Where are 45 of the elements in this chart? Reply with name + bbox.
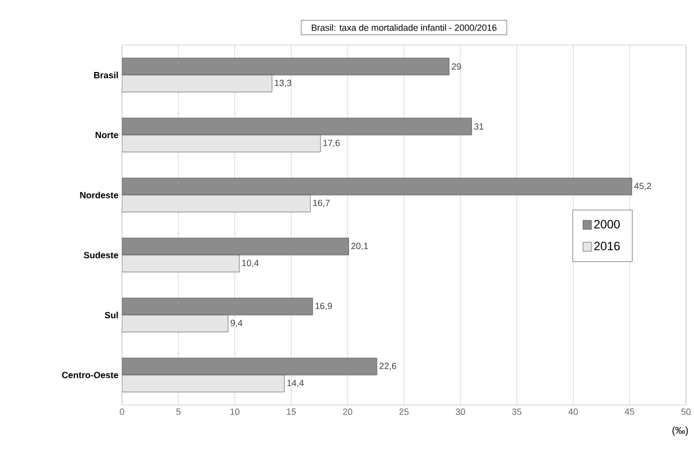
bar [122, 374, 285, 392]
data-label: 9,4 [230, 320, 242, 328]
data-label: 13,3 [274, 80, 292, 88]
data-label: 31 [474, 123, 484, 130]
data-label: 10,4 [242, 260, 259, 268]
x-tick-label: 45 [624, 408, 634, 415]
bar [122, 314, 228, 332]
y-tick-label: Norte [96, 132, 118, 138]
data-label: 17,6 [323, 140, 340, 148]
bar [122, 358, 378, 376]
bar [122, 254, 240, 272]
y-tick-label: Sul [104, 312, 118, 318]
y-tick-label: Centro-Oeste [62, 372, 118, 378]
bar [122, 178, 632, 196]
y-tick-label: Brasil [94, 72, 118, 78]
x-tick-label: 35 [512, 408, 522, 415]
bar [122, 298, 313, 316]
bar [122, 238, 349, 256]
legend-label: 2000 [594, 220, 620, 228]
bar [122, 134, 321, 152]
bar [122, 118, 472, 136]
chart-title: Brasil: taxa de mortalidade infantil - 2000/2016 [312, 24, 496, 31]
data-label: 20,1 [351, 242, 368, 250]
data-label: 16,7 [313, 200, 330, 208]
x-tick-label: 20 [343, 408, 352, 415]
data-label: 29 [452, 63, 461, 70]
bar [122, 194, 311, 212]
y-tick-label: Nordeste [80, 192, 118, 198]
x-tick-label: 0 [120, 408, 124, 415]
x-tick-label: 30 [456, 408, 466, 415]
x-tick-label: 5 [176, 408, 181, 415]
x-tick-label: 40 [568, 408, 578, 415]
data-label: 22,6 [380, 362, 396, 370]
data-label: 45,2 [634, 182, 652, 190]
x-tick-label: 50 [681, 408, 691, 415]
legend-label: 2016 [594, 242, 620, 250]
data-label: 14,4 [287, 380, 304, 388]
bar [122, 58, 450, 76]
x-axis-title: (‰) [672, 426, 688, 436]
data-label: 16,9 [316, 302, 332, 310]
y-tick-label: Sudeste [84, 252, 118, 258]
x-tick-label: 15 [286, 408, 296, 415]
x-tick-label: 10 [230, 408, 240, 415]
x-tick-label: 25 [399, 408, 409, 415]
bar [122, 74, 272, 92]
